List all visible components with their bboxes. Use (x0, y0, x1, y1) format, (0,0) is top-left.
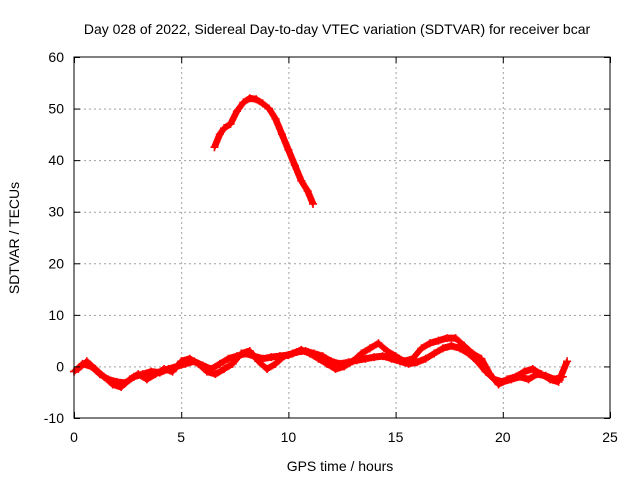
y-tick-label: 10 (48, 307, 64, 323)
chart-title: Day 028 of 2022, Sidereal Day-to-day VTE… (84, 21, 591, 37)
data-trace (316, 355, 330, 367)
data-trace (217, 125, 227, 137)
data-trace (221, 121, 233, 131)
data-trace (470, 350, 484, 362)
data-trace (320, 353, 334, 364)
series-baseline-b (74, 334, 572, 392)
data-trace (341, 358, 355, 370)
data-trace (414, 355, 428, 366)
y-tick-label: 30 (48, 204, 64, 220)
data-trace (406, 359, 420, 368)
y-tick-label: 0 (56, 358, 64, 374)
y-axis-label: SDTVAR / TECUs (6, 182, 22, 294)
axis-ticks (74, 57, 611, 419)
data-trace (376, 340, 390, 354)
data-trace (457, 345, 471, 357)
x-tick-label: 0 (70, 429, 78, 445)
data-trace (298, 178, 311, 194)
data-trace (217, 355, 231, 367)
data-trace (402, 355, 415, 365)
data-trace (384, 348, 398, 359)
x-tick-labels: 0 5 10 15 20 25 (70, 429, 618, 445)
data-trace (419, 340, 433, 352)
data-trace (505, 373, 518, 383)
data-trace (101, 374, 115, 387)
data-trace (307, 350, 321, 362)
y-tick-label: -10 (44, 410, 64, 426)
data-trace (350, 351, 364, 364)
y-tick-labels: -10 0 10 20 30 40 50 60 (44, 49, 64, 426)
y-tick-label: 60 (48, 49, 64, 65)
data-trace (247, 95, 259, 103)
data-trace (84, 358, 98, 372)
data-trace (431, 345, 445, 357)
data-trace (453, 335, 467, 349)
data-trace (530, 366, 544, 377)
y-tick-label: 20 (48, 255, 64, 271)
series-high-arc (210, 94, 318, 208)
data-trace (291, 163, 305, 183)
data-trace (272, 116, 285, 137)
data-trace (427, 337, 441, 347)
data-trace (423, 350, 437, 362)
data-trace (273, 353, 287, 367)
y-tick-label: 40 (48, 152, 64, 168)
data-trace (93, 366, 107, 380)
x-tick-label: 20 (495, 429, 511, 445)
data-trace (285, 147, 298, 168)
data-trace (333, 363, 347, 373)
data-trace (213, 366, 227, 377)
data-trace (187, 355, 201, 367)
data-trace (478, 356, 493, 377)
data-trace (445, 334, 458, 342)
data-trace (144, 371, 158, 383)
data-trace (260, 100, 272, 112)
data-trace (299, 346, 313, 357)
data-trace (513, 368, 527, 380)
data-trace (208, 361, 223, 372)
x-axis-label: GPS time / hours (287, 458, 394, 474)
x-tick-label: 25 (602, 429, 618, 445)
data-trace (162, 365, 175, 375)
data-trace (264, 361, 278, 372)
data-trace (221, 361, 235, 372)
x-tick-label: 10 (281, 429, 297, 445)
y-tick-label: 50 (48, 101, 64, 117)
data-trace (380, 353, 394, 362)
grid (74, 57, 610, 418)
data-trace (118, 376, 133, 390)
x-tick-label: 5 (177, 429, 185, 445)
data-trace (230, 351, 244, 367)
data-trace (234, 100, 247, 114)
data-trace (211, 132, 223, 150)
plot-frame (73, 56, 611, 419)
data-trace (304, 188, 316, 207)
data-trace (496, 376, 510, 388)
data-trace (247, 348, 261, 364)
data-trace (539, 371, 553, 383)
data-trace (279, 132, 292, 152)
data-trace (555, 359, 570, 384)
data-trace (461, 343, 476, 357)
data-trace (253, 96, 266, 107)
data-trace (195, 361, 210, 375)
data-trace (227, 108, 240, 127)
x-tick-label: 15 (388, 429, 404, 445)
data-trace (359, 345, 373, 357)
data-trace (449, 342, 462, 352)
data-trace (410, 346, 424, 361)
data-trace (266, 106, 279, 122)
data-trace (282, 350, 295, 360)
data-trace (170, 358, 184, 374)
data-points (70, 94, 572, 392)
